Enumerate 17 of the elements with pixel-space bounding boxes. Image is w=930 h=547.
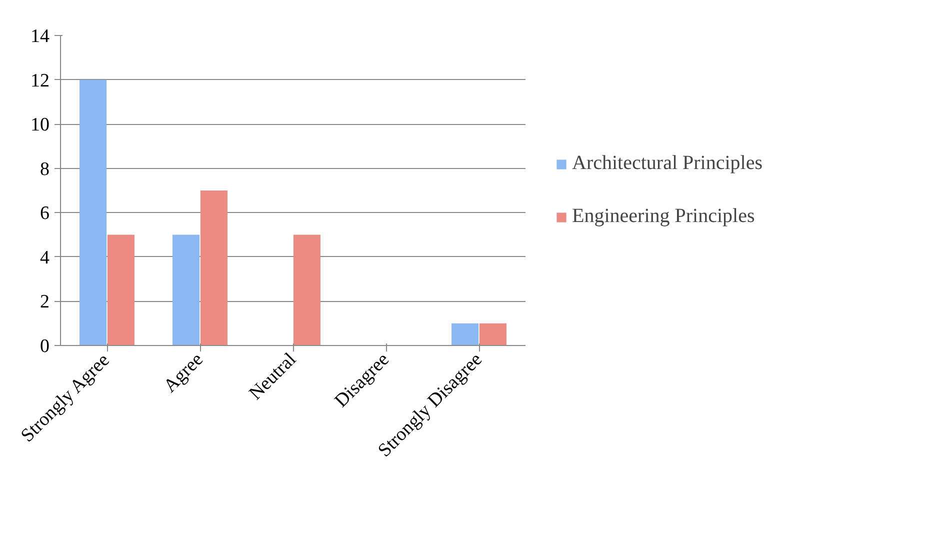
bar <box>107 234 134 346</box>
y-tick-label: 10 <box>30 114 50 136</box>
bar <box>200 190 228 346</box>
y-tick-label: 8 <box>40 158 50 180</box>
bar <box>80 80 107 346</box>
y-tick-label: 12 <box>30 70 50 92</box>
legend-label: Architectural Principles <box>572 152 762 175</box>
y-tick-label: 6 <box>40 203 50 224</box>
bar <box>479 323 506 346</box>
y-tick-label: 4 <box>40 247 50 268</box>
bar <box>452 323 479 346</box>
y-tick-label: 0 <box>40 336 50 357</box>
legend-label: Engineering Principles <box>572 205 755 228</box>
y-tick-label: 2 <box>40 292 50 313</box>
bar <box>172 234 200 346</box>
y-tick-label: 14 <box>30 26 50 47</box>
bar <box>293 234 320 346</box>
